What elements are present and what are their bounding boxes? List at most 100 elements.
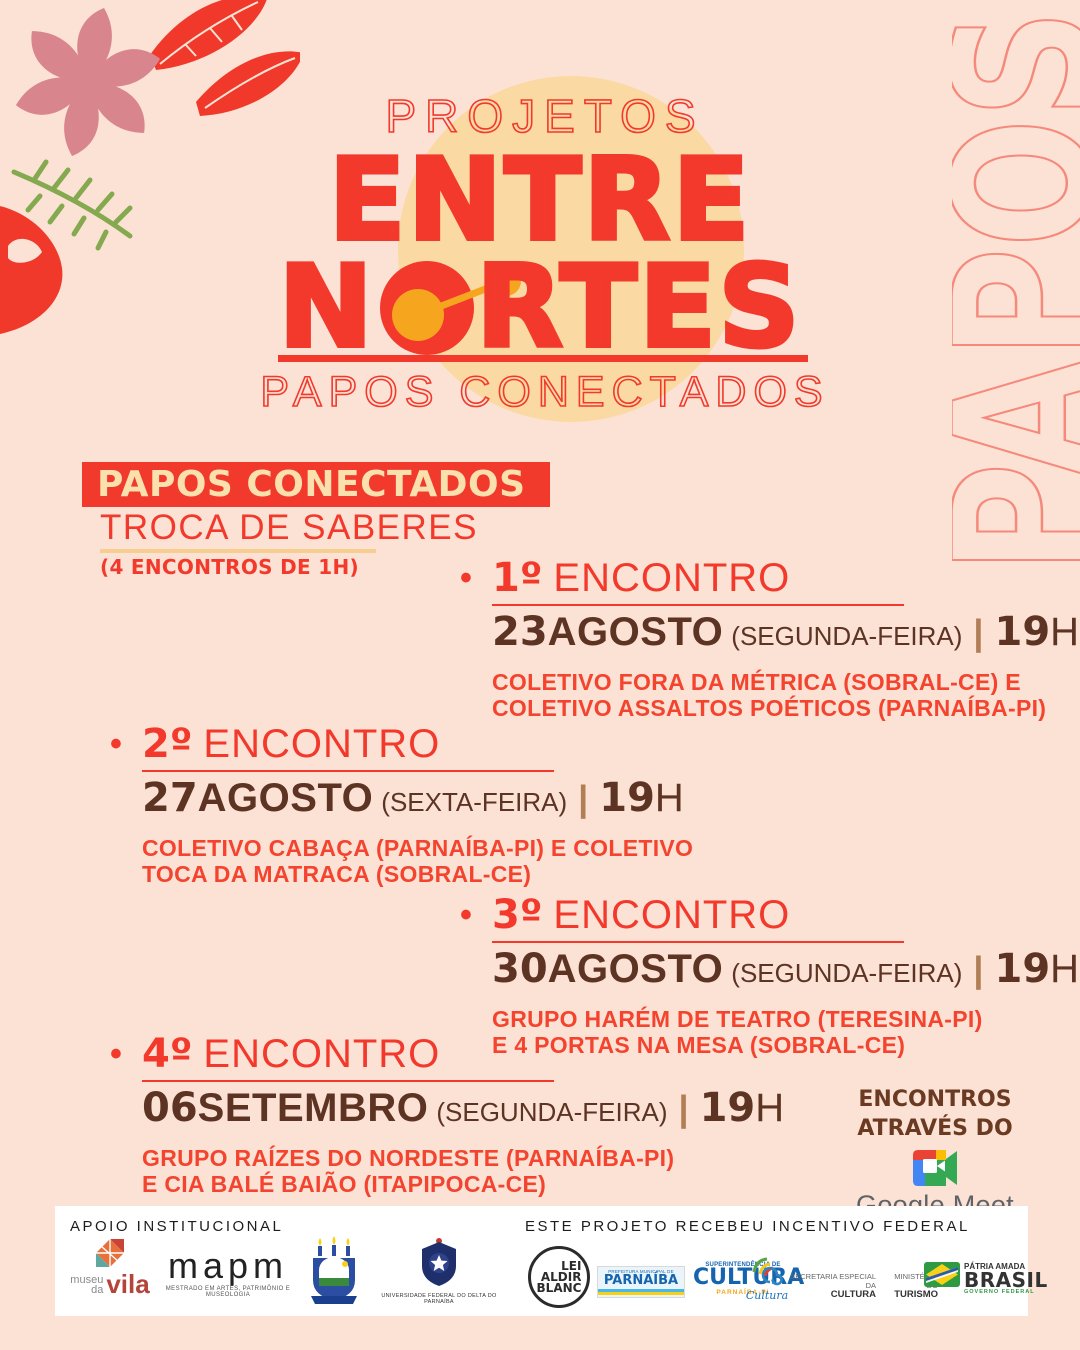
superintendencia-location: PARNAÍBA-PI bbox=[716, 1289, 770, 1296]
prefeitura-stripe-blue bbox=[598, 1289, 684, 1292]
museu-da-vila-icon bbox=[96, 1239, 124, 1267]
encontro-label: ENCONTRO bbox=[203, 722, 441, 766]
date-separator: | bbox=[973, 949, 984, 990]
date-weekday: (SEGUNDA-FEIRA) bbox=[731, 621, 963, 651]
patria-amada-text: PÁTRIA AMADA bbox=[964, 1262, 1026, 1271]
date-day: 27 bbox=[142, 775, 198, 821]
participants-line-2: TOCA DA MATRACA (SOBRAL-CE) bbox=[142, 861, 532, 887]
participants-line-2: E CIA BALÉ BAIÃO (ITAPIPOCA-CE) bbox=[142, 1171, 547, 1197]
ufdpar-crest bbox=[422, 1238, 456, 1286]
encontro-divider bbox=[492, 604, 904, 606]
logo-ufdpar: UNIVERSIDADE FEDERAL DO DELTA DO PARNAÍB… bbox=[368, 1238, 510, 1305]
bullet-icon: • bbox=[110, 725, 122, 763]
encontro-3-heading: • 3º ENCONTRO bbox=[460, 893, 1079, 937]
encontro-2-participants: COLETIVO CABAÇA (PARNAÍBA-PI) E COLETIVO… bbox=[142, 835, 693, 887]
date-day: 23 bbox=[492, 609, 548, 655]
encontro-divider bbox=[142, 1080, 554, 1082]
encontro-1-heading: • 1º ENCONTRO bbox=[460, 556, 1079, 600]
encontro-label: ENCONTRO bbox=[553, 556, 791, 600]
logo-cultura-swirl: Cultura bbox=[745, 1256, 789, 1301]
logo-lei-aldir-blanc: LEI ALDIR BLANC bbox=[528, 1246, 590, 1308]
da-word: da bbox=[91, 1284, 104, 1296]
participants-line-2: E 4 PORTAS NA MESA (SOBRAL-CE) bbox=[492, 1032, 906, 1058]
logo-secretaria-cultura: SECRETARIA ESPECIAL DA CULTURA bbox=[788, 1272, 876, 1300]
title-background-circle bbox=[398, 76, 744, 422]
mapm-wordmark: mapm bbox=[167, 1245, 289, 1286]
encontro-4-participants: GRUPO RAÍZES DO NORDESTE (PARNAÍBA-PI) E… bbox=[142, 1145, 784, 1197]
cultura-swirl-icon bbox=[752, 1257, 783, 1286]
encontro-1: • 1º ENCONTRO 23AGOSTO (SEGUNDA-FEIRA) | 19… bbox=[460, 556, 1079, 721]
subtitle-papos-conectados: PAPOS CONECTADOS bbox=[260, 367, 824, 417]
brasil-wordmark: PÁTRIA AMADA BRASIL GOVERNO FEDERAL bbox=[964, 1262, 1048, 1296]
date-day: 30 bbox=[492, 946, 548, 992]
bullet-icon: • bbox=[460, 559, 472, 597]
encontro-4-heading: • 4º ENCONTRO bbox=[110, 1032, 784, 1076]
ministerio-wordmark: TURISMO bbox=[894, 1289, 938, 1300]
encontro-2-date: 27AGOSTO (SEXTA-FEIRA) | 19H bbox=[142, 774, 693, 831]
encontro-1-date: 23AGOSTO (SEGUNDA-FEIRA) | 19H bbox=[492, 608, 1079, 665]
aldir-line-2: ALDIR bbox=[540, 1269, 582, 1284]
title-nortes-post: RTES bbox=[474, 241, 802, 373]
date-month: AGOSTO bbox=[547, 610, 724, 654]
connection-nodes-icon bbox=[379, 260, 521, 355]
participants-line-2: COLETIVO ASSALTOS POÉTICOS (PARNAÍBA-PI) bbox=[492, 695, 1047, 721]
date-hour: 19 bbox=[699, 1085, 756, 1131]
encontro-number: 1º bbox=[492, 555, 543, 601]
green-fern-sprig bbox=[11, 159, 133, 251]
footer-left-title: APOIO INSTITUCIONAL bbox=[70, 1218, 284, 1235]
encontro-2-heading: • 2º ENCONTRO bbox=[110, 722, 693, 766]
logo-governo-federal: PÁTRIA AMADA BRASIL GOVERNO FEDERAL bbox=[924, 1262, 1048, 1296]
encontro-label: ENCONTRO bbox=[203, 1032, 441, 1076]
floral-decoration bbox=[0, 0, 300, 334]
google-meet-icon bbox=[913, 1150, 957, 1186]
ufdpar-caption: UNIVERSIDADE FEDERAL DO DELTA DO PARNAÍB… bbox=[381, 1293, 497, 1305]
date-weekday: (SEXTA-FEIRA) bbox=[381, 787, 568, 817]
encontro-3: • 3º ENCONTRO 30AGOSTO (SEGUNDA-FEIRA) | 19… bbox=[460, 893, 1079, 1058]
date-weekday: (SEGUNDA-FEIRA) bbox=[436, 1097, 668, 1127]
prefeitura-caption: PREFEITURA MUNICIPAL DE bbox=[608, 1269, 674, 1274]
date-hour-suffix: H bbox=[755, 1086, 785, 1130]
date-hour-suffix: H bbox=[1050, 610, 1080, 654]
museu-da-vila-wordmark: museu da vila bbox=[65, 1269, 155, 1299]
date-separator: | bbox=[678, 1088, 689, 1129]
encontro-1-participants: COLETIVO FORA DA MÉTRICA (SOBRAL-CE) E C… bbox=[492, 669, 1079, 721]
secretaria-wordmark: CULTURA bbox=[830, 1289, 876, 1300]
encontro-3-date: 30AGOSTO (SEGUNDA-FEIRA) | 19H bbox=[492, 945, 1079, 1002]
prefeitura-wordmark: PARNAÍBA bbox=[603, 1273, 679, 1288]
encontro-number: 3º bbox=[492, 892, 543, 938]
encontro-2: • 2º ENCONTRO 27AGOSTO (SEXTA-FEIRA) | 19H … bbox=[110, 722, 693, 887]
date-separator: | bbox=[578, 778, 589, 819]
background-word-papos: PAPOS bbox=[952, 8, 1080, 576]
encontro-number: 2º bbox=[142, 721, 193, 767]
leaf-veins bbox=[159, 1, 296, 109]
encontro-label: ENCONTRO bbox=[553, 893, 791, 937]
meet-text-line-1: ENCONTROS bbox=[858, 1087, 1012, 1112]
logo-ufpi-crest bbox=[311, 1236, 357, 1304]
section-subtitle-underline bbox=[100, 549, 376, 553]
encontro-4-date: 06SETEMBRO (SEGUNDA-FEIRA) | 19H bbox=[142, 1084, 784, 1141]
date-hour-suffix: H bbox=[1050, 947, 1080, 991]
title-line-nortes: N RTES bbox=[0, 241, 1080, 373]
cultura-script-wordmark: Cultura bbox=[745, 1289, 789, 1302]
participants-line-1: COLETIVO FORA DA MÉTRICA (SOBRAL-CE) E bbox=[492, 669, 1021, 695]
footer-right-title: ESTE PROJETO RECEBEU INCENTIVO FEDERAL bbox=[525, 1218, 970, 1235]
red-mask-shape bbox=[0, 206, 63, 334]
date-weekday: (SEGUNDA-FEIRA) bbox=[731, 958, 963, 988]
background-word-text: PAPOS bbox=[952, 9, 1080, 574]
sponsors-footer: APOIO INSTITUCIONAL ESTE PROJETO RECEBEU… bbox=[55, 1206, 1047, 1316]
date-hour-suffix: H bbox=[654, 776, 684, 820]
date-month: AGOSTO bbox=[547, 947, 724, 991]
date-month: AGOSTO bbox=[197, 776, 374, 820]
aldir-line-3: BLANC bbox=[536, 1280, 582, 1295]
section-badge: PAPOS CONECTADOS bbox=[82, 462, 550, 507]
date-hour: 19 bbox=[994, 609, 1051, 655]
museu-word: museu bbox=[70, 1274, 104, 1286]
kicker-text: PROJETOS bbox=[385, 90, 704, 142]
title-nortes-pre: N bbox=[276, 241, 375, 373]
encontro-4: • 4º ENCONTRO 06SETEMBRO (SEGUNDA-FEIRA) |… bbox=[110, 1032, 784, 1197]
brasil-flag-icon bbox=[924, 1262, 960, 1287]
prefeitura-stripe-yellow bbox=[598, 1292, 684, 1295]
brasil-text: BRASIL bbox=[964, 1268, 1048, 1292]
vila-word: vila bbox=[106, 1269, 150, 1299]
section-subtitle: TROCA DE SABERES bbox=[100, 508, 478, 547]
